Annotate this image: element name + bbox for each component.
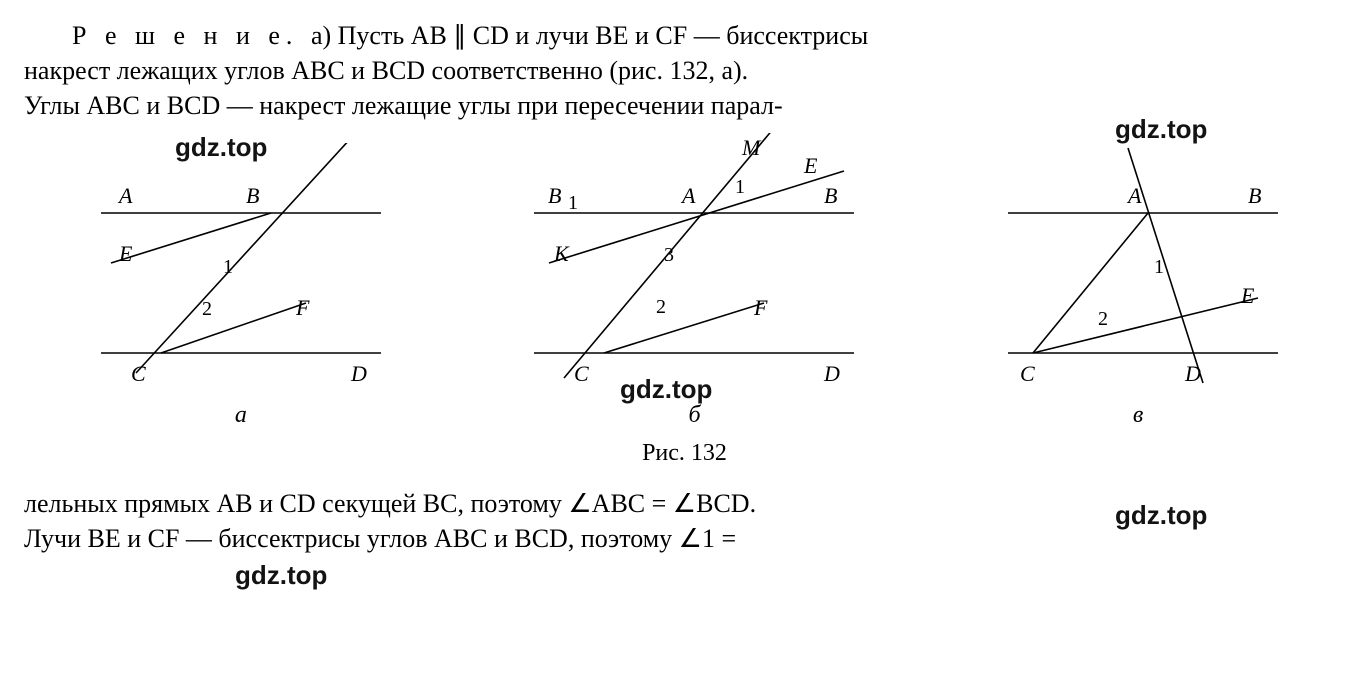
lbl-v-C: C — [1020, 361, 1035, 386]
figure-b-sublabel: б — [688, 399, 700, 431]
lbl-v-D: D — [1184, 361, 1201, 386]
lbl-b-B1: B — [548, 183, 561, 208]
figure-b-svg: B 1 A M E B K F C D 1 2 3 — [504, 133, 884, 393]
lbl-b-B: B — [824, 183, 837, 208]
lbl-a-E: E — [118, 241, 133, 266]
figure-caption: Рис. 132 — [24, 437, 1345, 469]
lbl-b-D: D — [823, 361, 840, 386]
lbl-a-2: 2 — [202, 298, 212, 320]
figure-v-svg: A B E C D 1 2 — [978, 143, 1298, 393]
lbl-b-3: 3 — [664, 244, 674, 266]
lbl-b-C: C — [574, 361, 589, 386]
lbl-b-A: A — [680, 183, 696, 208]
lbl-v-2: 2 — [1098, 308, 1108, 330]
paragraph-1: Р е ш е н и е. а) Пусть AB ∥ CD и лучи B… — [24, 18, 1345, 123]
p2-line2: Лучи BE и CF — биссектрисы углов ABC и B… — [24, 521, 1345, 556]
figure-v: A B E C D 1 2 в — [978, 143, 1298, 431]
p1-line3: Углы ABC и BCD — накрест лежащие углы пр… — [24, 88, 1345, 123]
lbl-v-B: B — [1248, 183, 1261, 208]
lbl-a-C: C — [131, 361, 146, 386]
p1-line2: накрест лежащих углов ABC и BCD соответс… — [24, 53, 1345, 88]
lbl-b-B1sub: 1 — [568, 192, 578, 214]
figure-b: B 1 A M E B K F C D 1 2 3 б — [504, 133, 884, 431]
p1-line1: Р е ш е н и е. а) Пусть AB ∥ CD и лучи B… — [24, 18, 1345, 53]
p1-lead: Р е ш е н и е. — [72, 21, 311, 50]
lbl-v-1: 1 — [1154, 256, 1164, 278]
lbl-a-1: 1 — [223, 256, 233, 278]
lbl-b-1: 1 — [735, 176, 745, 198]
p1-rest-line1: а) Пусть AB ∥ CD и лучи BE и CF — биссек… — [311, 21, 868, 50]
figure-v-sublabel: в — [1133, 399, 1143, 431]
lbl-b-F: F — [753, 295, 768, 320]
figure-a: A B E F C D 1 2 а — [71, 143, 411, 431]
figure-a-sublabel: а — [235, 399, 247, 431]
lbl-b-K: K — [553, 241, 570, 266]
figures-row: A B E F C D 1 2 а B 1 A M E — [24, 131, 1345, 431]
p2-line1: лельных прямых AB и CD секущей BC, поэто… — [24, 486, 1345, 521]
lbl-b-M: M — [741, 135, 762, 160]
lbl-a-D: D — [350, 361, 367, 386]
lbl-v-E: E — [1240, 283, 1255, 308]
lbl-a-F: F — [295, 295, 310, 320]
paragraph-2: лельных прямых AB и CD секущей BC, поэто… — [24, 486, 1345, 556]
lbl-v-A: A — [1126, 183, 1142, 208]
lbl-a-B: B — [246, 183, 259, 208]
lbl-b-2: 2 — [656, 296, 666, 318]
watermark-5: gdz.top — [235, 558, 327, 593]
lbl-a-A: A — [117, 183, 133, 208]
figure-a-svg: A B E F C D 1 2 — [71, 143, 411, 393]
lbl-b-E: E — [803, 153, 818, 178]
